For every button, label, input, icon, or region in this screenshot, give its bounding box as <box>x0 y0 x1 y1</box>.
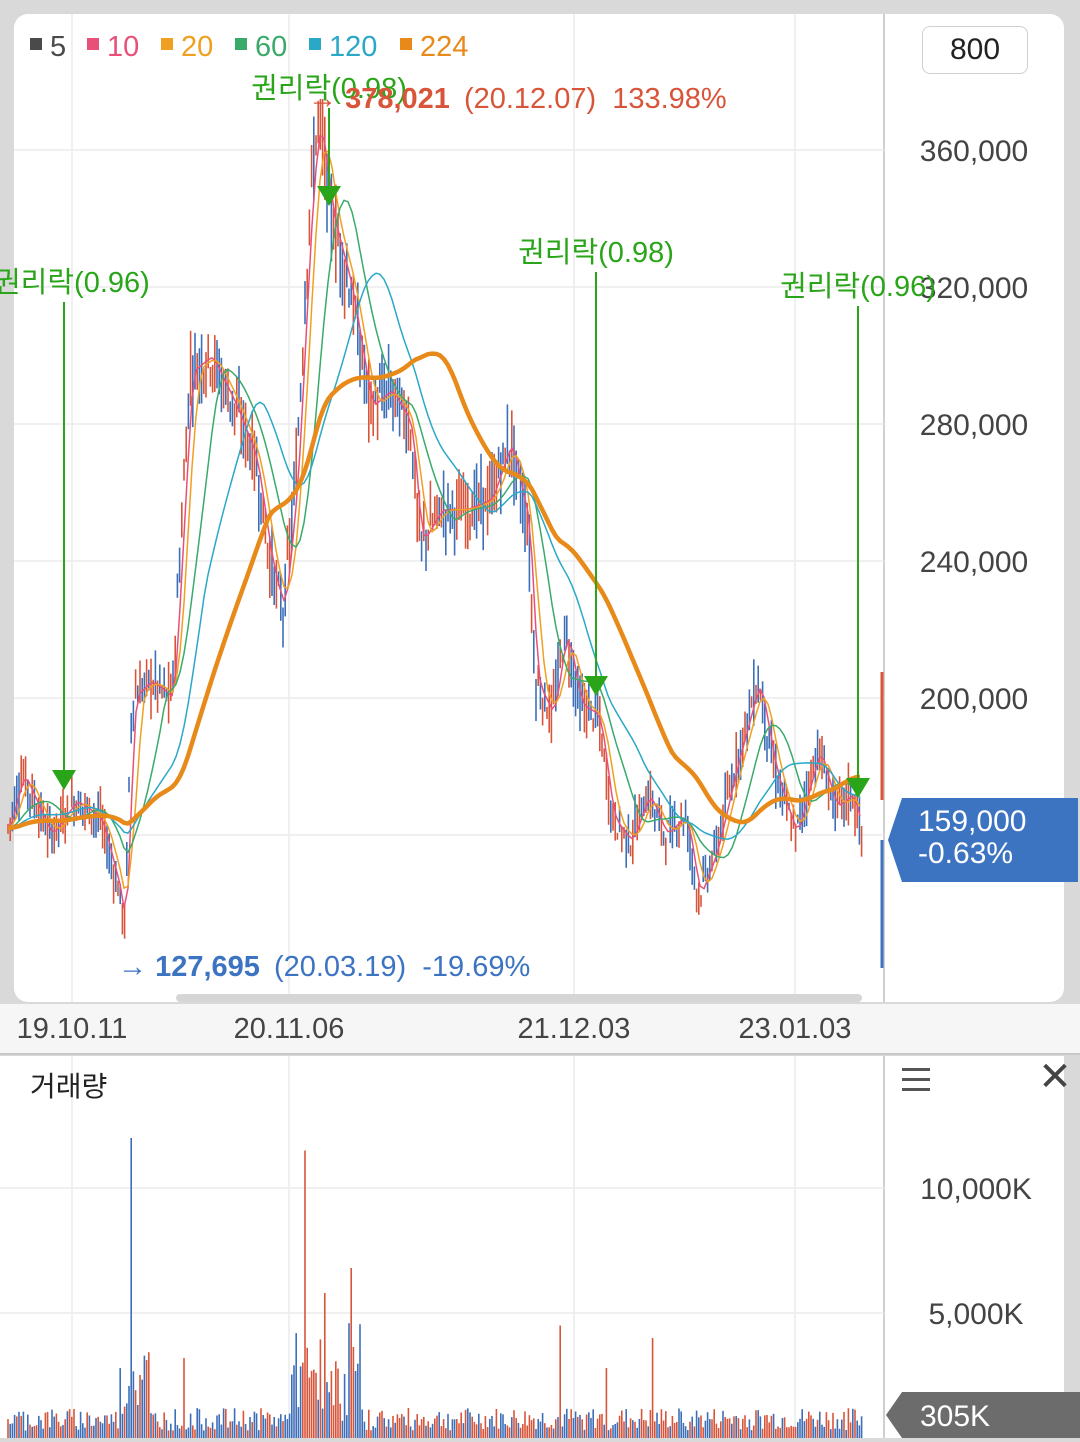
price-tick-label: 200,000 <box>920 683 1028 716</box>
volume-title: 거래량 <box>30 1071 107 1102</box>
legend-label[interactable]: 120 <box>329 31 377 63</box>
low-arrow: → <box>118 951 147 983</box>
legend-swatch <box>87 38 99 50</box>
legend-swatch <box>309 38 321 50</box>
legend-label[interactable]: 224 <box>420 31 468 63</box>
low-marker: → 127,695 (20.03.19) -19.69% <box>118 951 530 983</box>
ma-line-10 <box>7 134 861 909</box>
high-date: (20.12.07) <box>464 83 596 115</box>
legend-swatch <box>161 38 173 50</box>
x-tick-label: 23.01.03 <box>739 1013 852 1045</box>
ex-rights-label: 권리락(0.96) <box>0 267 150 299</box>
ex-rights-label: 권리락(0.98) <box>518 237 674 269</box>
x-axis: 19.10.11 20.11.06 21.12.03 23.01.03 <box>17 1013 852 1045</box>
ex-rights-markers: 권리락(0.96) 권리락(0.98) 권리락(0.98) 권리락(0.96) <box>0 73 936 798</box>
legend-label[interactable]: 20 <box>181 31 213 63</box>
period-selector[interactable]: 800 <box>922 26 1028 74</box>
close-icon[interactable]: ✕ <box>1038 1055 1072 1099</box>
period-value: 800 <box>949 33 1001 66</box>
ma-line-60 <box>7 199 861 859</box>
price-tick-label: 240,000 <box>920 546 1028 579</box>
high-pct: 133.98% <box>612 83 727 115</box>
price-tick-label: 280,000 <box>920 409 1028 442</box>
x-tick-label: 20.11.06 <box>234 1013 345 1045</box>
volume-tick-label: 5,000K <box>928 1298 1023 1331</box>
legend-label[interactable]: 10 <box>107 31 139 63</box>
current-volume-badge: 305K <box>886 1392 1080 1438</box>
volume-grid <box>0 1187 884 1314</box>
current-price-badge: 159,000 -0.63% <box>888 798 1078 882</box>
legend-label[interactable]: 60 <box>255 31 287 63</box>
x-tick-label: 19.10.11 <box>17 1013 128 1045</box>
time-scrollbar[interactable] <box>176 994 862 1002</box>
low-pct: -19.69% <box>422 951 530 983</box>
legend-swatch <box>400 38 412 50</box>
current-volume: 305K <box>920 1400 991 1433</box>
ma-line-224 <box>7 351 861 831</box>
volume-axis: 10,000K 5,000K <box>920 1173 1032 1331</box>
current-price: 159,000 <box>918 805 1027 838</box>
price-axis: 360,000 320,000 280,000 240,000 200,000 <box>920 135 1028 716</box>
grid <box>14 14 884 1438</box>
moving-averages <box>7 134 861 909</box>
ma-line-20 <box>7 150 861 889</box>
ex-rights-marker: 권리락(0.98) <box>251 73 407 206</box>
legend-swatch <box>30 38 42 50</box>
legend: 5 10 20 60 120 224 <box>30 31 468 63</box>
x-axis-band <box>0 1004 1080 1054</box>
x-tick-label: 21.12.03 <box>518 1013 631 1045</box>
volume-bars <box>7 1138 863 1438</box>
high-value: 378,021 <box>345 83 450 115</box>
ex-rights-marker: 권리락(0.96) <box>0 267 150 790</box>
current-change: -0.63% <box>918 837 1014 870</box>
volume-panel <box>0 1056 1064 1438</box>
high-arrow: → <box>308 83 337 115</box>
legend-swatch <box>235 38 247 50</box>
ex-rights-marker: 권리락(0.96) <box>780 271 936 798</box>
ma-line-120 <box>7 272 861 840</box>
ex-rights-label: 권리락(0.96) <box>780 271 936 303</box>
price-tick-label: 320,000 <box>920 272 1028 305</box>
ex-rights-label: 권리락(0.98) <box>251 73 407 105</box>
high-marker: → 378,021 (20.12.07) 133.98% <box>308 83 727 115</box>
volume-tick-label: 10,000K <box>920 1173 1032 1206</box>
low-date: (20.03.19) <box>274 951 406 983</box>
legend-label[interactable]: 5 <box>50 31 66 63</box>
menu-icon[interactable] <box>902 1068 930 1092</box>
price-tick-label: 360,000 <box>920 135 1028 168</box>
low-value: 127,695 <box>155 951 260 983</box>
ex-rights-marker: 권리락(0.98) <box>518 237 674 696</box>
